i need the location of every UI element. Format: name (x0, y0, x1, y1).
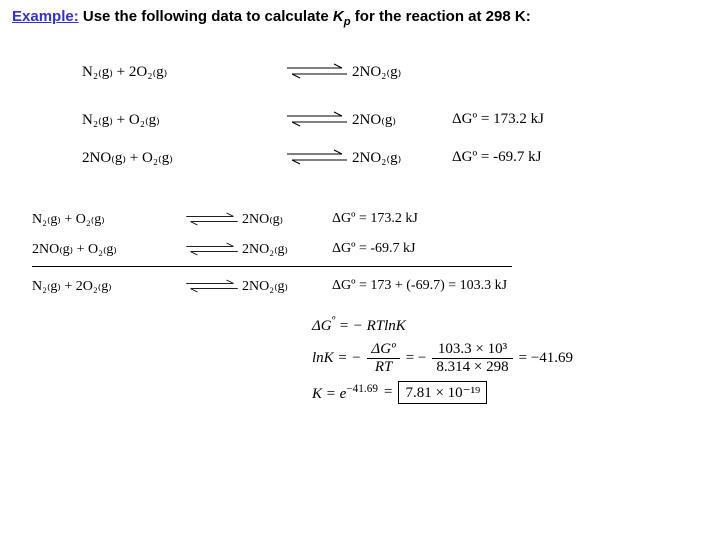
fraction-symbolic: ΔGº RT (367, 341, 399, 375)
hess-law-block: N₂₍g₎ + O₂₍g₎ 2NO₍g₎ ΔGº = 173.2 kJ 2NO₍… (32, 204, 708, 301)
equilibrium-arrow-icon (282, 61, 352, 81)
lnk-equation: lnK = − ΔGº RT = − 103.3 × 10³ 8.314 × 2… (312, 341, 708, 375)
example-label: Example: (12, 8, 79, 25)
reaction-lhs: N₂₍g₎ + 2O₂₍g₎ (82, 62, 282, 81)
reaction-dg: ΔGº = 173 + (-69.7) = 103.3 kJ (332, 278, 507, 294)
hess-step-2: 2NO₍g₎ + O₂₍g₎ 2NO₂₍g₎ ΔGº = -69.7 kJ (32, 234, 708, 264)
gibbs-equation: ΔGº = − RTlnK (312, 315, 708, 335)
kp-variable: K (333, 8, 344, 25)
prompt-text-2: for the reaction at 298 K: (351, 8, 531, 25)
given-reactions-block: N₂₍g₎ + 2O₂₍g₎ 2NO₂₍g₎ N₂₍g₎ + O₂₍g₎ 2NO… (82, 52, 708, 176)
reaction-dg: ΔGº = -69.7 kJ (332, 241, 415, 257)
equilibrium-arrow-icon (282, 147, 352, 167)
summation-line (32, 266, 512, 267)
reaction-rhs: 2NO₂₍g₎ (352, 148, 452, 167)
reaction-lhs: N₂₍g₎ + 2O₂₍g₎ (32, 278, 182, 295)
equals: = (384, 384, 392, 401)
equilibrium-arrow-icon (182, 277, 242, 295)
k-result-line: K = e−41.69 = 7.81 × 10⁻¹⁹ (312, 381, 708, 404)
calculation-block: ΔGº = − RTlnK lnK = − ΔGº RT = − 103.3 ×… (312, 315, 708, 404)
equilibrium-arrow-icon (182, 240, 242, 258)
reaction-lhs: N₂₍g₎ + O₂₍g₎ (32, 211, 182, 228)
reaction-rhs: 2NO₂₍g₎ (352, 62, 452, 81)
equals-neg: = − (406, 350, 427, 367)
reaction-rhs: 2NO₂₍g₎ (242, 241, 332, 258)
reaction-lhs: 2NO₍g₎ + O₂₍g₎ (32, 241, 182, 258)
reaction-step-2: 2NO₍g₎ + O₂₍g₎ 2NO₂₍g₎ ΔGº = -69.7 kJ (82, 138, 708, 176)
reaction-target: N₂₍g₎ + 2O₂₍g₎ 2NO₂₍g₎ (82, 52, 708, 90)
reaction-dg: ΔGº = -69.7 kJ (452, 149, 541, 166)
frac-den: 8.314 × 298 (432, 359, 512, 376)
hess-sum: N₂₍g₎ + 2O₂₍g₎ 2NO₂₍g₎ ΔGº = 173 + (-69.… (32, 271, 708, 301)
example-header: Example: Use the following data to calcu… (12, 8, 708, 28)
reaction-rhs: 2NO₂₍g₎ (242, 278, 332, 295)
reaction-step-1: N₂₍g₎ + O₂₍g₎ 2NO₍g₎ ΔGº = 173.2 kJ (82, 100, 708, 138)
frac-num: ΔGº (367, 341, 399, 359)
hess-step-1: N₂₍g₎ + O₂₍g₎ 2NO₍g₎ ΔGº = 173.2 kJ (32, 204, 708, 234)
lnk-lhs: lnK = − (312, 350, 361, 367)
reaction-rhs: 2NO₍g₎ (352, 110, 452, 129)
frac-num: 103.3 × 10³ (432, 341, 512, 359)
reaction-lhs: N₂₍g₎ + O₂₍g₎ (82, 110, 282, 129)
reaction-rhs: 2NO₍g₎ (242, 211, 332, 228)
prompt-text-1: Use the following data to calculate (79, 8, 333, 25)
kp-subscript: p (344, 16, 351, 28)
k-exp-power: −41.69 (346, 383, 378, 395)
k-exp-base: K = e (312, 386, 346, 402)
reaction-dg: ΔGº = 173.2 kJ (452, 111, 544, 128)
reaction-lhs: 2NO₍g₎ + O₂₍g₎ (82, 148, 282, 167)
reaction-dg: ΔGº = 173.2 kJ (332, 211, 418, 227)
eq-lhs: ΔG (312, 318, 332, 334)
frac-den: RT (367, 359, 399, 376)
equilibrium-arrow-icon (282, 109, 352, 129)
final-answer-box: 7.81 × 10⁻¹⁹ (398, 381, 487, 404)
fraction-numeric: 103.3 × 10³ 8.314 × 298 (432, 341, 512, 375)
eq-rhs: = − RTlnK (335, 318, 406, 334)
equilibrium-arrow-icon (182, 210, 242, 228)
lnk-result: = −41.69 (519, 350, 573, 367)
k-exp: K = e−41.69 (312, 383, 378, 403)
